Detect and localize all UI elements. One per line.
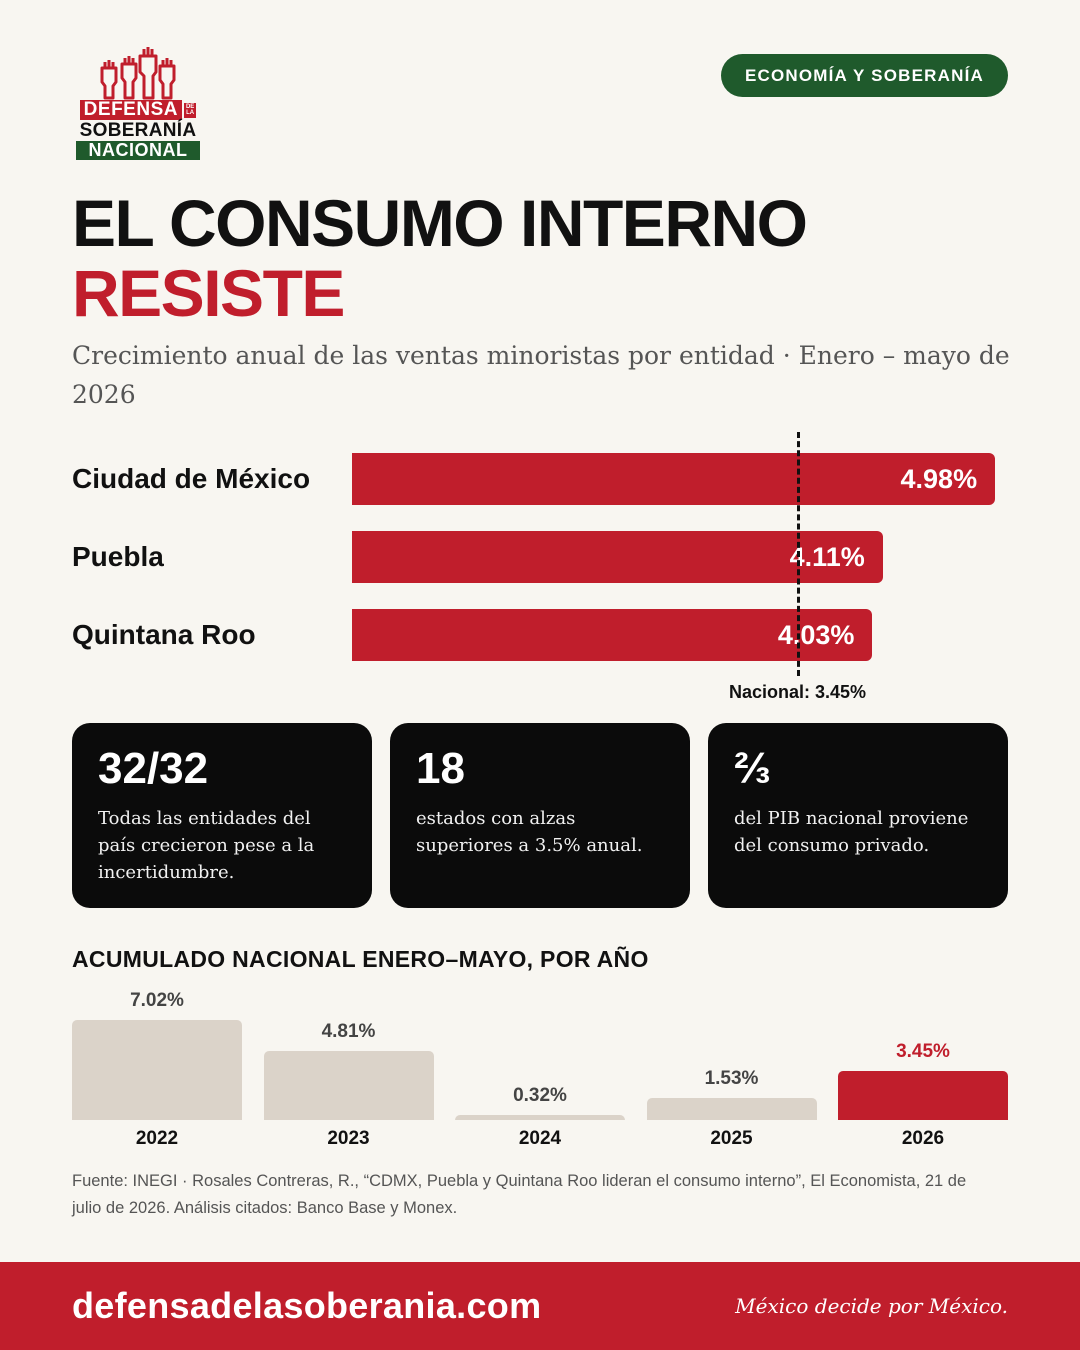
state-bar: 4.03% — [352, 609, 873, 661]
year-bar-value: 3.45% — [896, 1040, 950, 1062]
stat-card-pib: ⅔ del PIB nacional proviene del consumo … — [708, 723, 1008, 908]
year-bar-value: 7.02% — [130, 990, 184, 1011]
state-bar-value: 4.03% — [777, 619, 855, 650]
year-label: 2022 — [135, 1128, 179, 1149]
stat-cards: 32/32 Todas las entidades del país creci… — [72, 723, 1008, 908]
logo-defensa: DEFENSA — [79, 100, 182, 120]
state-label: Puebla — [72, 541, 164, 572]
stat-value: 32/32 — [98, 744, 209, 793]
footer-url[interactable]: defensadelasoberania.com — [72, 1285, 542, 1326]
page-title: EL CONSUMO INTERNO RESISTE — [72, 186, 808, 330]
state-bar: 4.11% — [352, 531, 883, 583]
year-label: 2024 — [518, 1128, 562, 1149]
national-reference-line — [796, 432, 800, 676]
state-bar-value: 4.98% — [900, 463, 978, 494]
year-label: 2026 — [901, 1128, 945, 1149]
year-bar-value: 4.81% — [321, 1021, 376, 1043]
stat-description: del PIB nacional proviene del consumo pr… — [734, 808, 969, 856]
year-label: 2025 — [710, 1128, 753, 1149]
footer-bar: defensadelasoberania.com México decide p… — [0, 1262, 1080, 1350]
state-label: Ciudad de México — [72, 463, 311, 494]
year-label: 2023 — [327, 1128, 370, 1149]
logo-de-la: DE LA — [183, 102, 197, 118]
footer-motto: México decide por México. — [735, 1294, 1008, 1318]
title-line-1: EL CONSUMO INTERNO — [72, 186, 808, 260]
national-reference-label: Nacional: 3.45% — [728, 682, 867, 702]
logo-nacional: NACIONAL — [76, 141, 200, 160]
state-bar: 4.98% — [352, 453, 996, 505]
year-bar — [646, 1098, 817, 1120]
year-bar — [838, 1070, 1008, 1120]
year-bar-value: 0.32% — [513, 1085, 567, 1107]
year-bar — [72, 1020, 242, 1120]
state-bar-chart: Ciudad de México 4.98% Puebla 4.11% Quintana… — [72, 430, 1008, 710]
chart-subtitle: Crecimiento anual de las ventas minorist… — [72, 341, 1010, 409]
stat-card-entities: 32/32 Todas las entidades del país creci… — [72, 723, 372, 908]
source-note: Fuente: INEGI · Rosales Contreras, R., “… — [72, 1172, 967, 1217]
state-bar-value: 4.11% — [789, 541, 865, 572]
title-line-2: RESISTE — [72, 256, 345, 330]
year-bar — [455, 1115, 625, 1120]
raised-fists-icon — [100, 47, 176, 100]
stat-value: ⅔ — [734, 744, 771, 793]
stat-card-states: 18 estados con alzas superiores a 3.5% a… — [390, 723, 690, 908]
year-bar-value: 1.53% — [704, 1068, 759, 1090]
category-badge: ECONOMÍA Y SOBERANÍA — [720, 54, 1008, 97]
year-bar — [263, 1051, 434, 1120]
brand-logo: DEFENSA DE LA SOBERANÍA NACIONAL — [72, 44, 204, 160]
stat-description: estados con alzas superiores a 3.5% anua… — [416, 808, 643, 856]
stat-value: 18 — [416, 744, 465, 793]
state-label: Quintana Roo — [72, 619, 256, 650]
yearly-chart-title: ACUMULADO NACIONAL ENERO–MAYO, POR AÑO — [72, 946, 649, 972]
yearly-bar-chart: 7.02% 2022 4.81% 2023 0.32% 2024 1.53% 2025 3.45… — [72, 985, 1008, 1155]
stat-description: Todas las entidades del país crecieron p… — [98, 808, 315, 883]
logo-soberania: SOBERANÍA — [79, 120, 197, 141]
